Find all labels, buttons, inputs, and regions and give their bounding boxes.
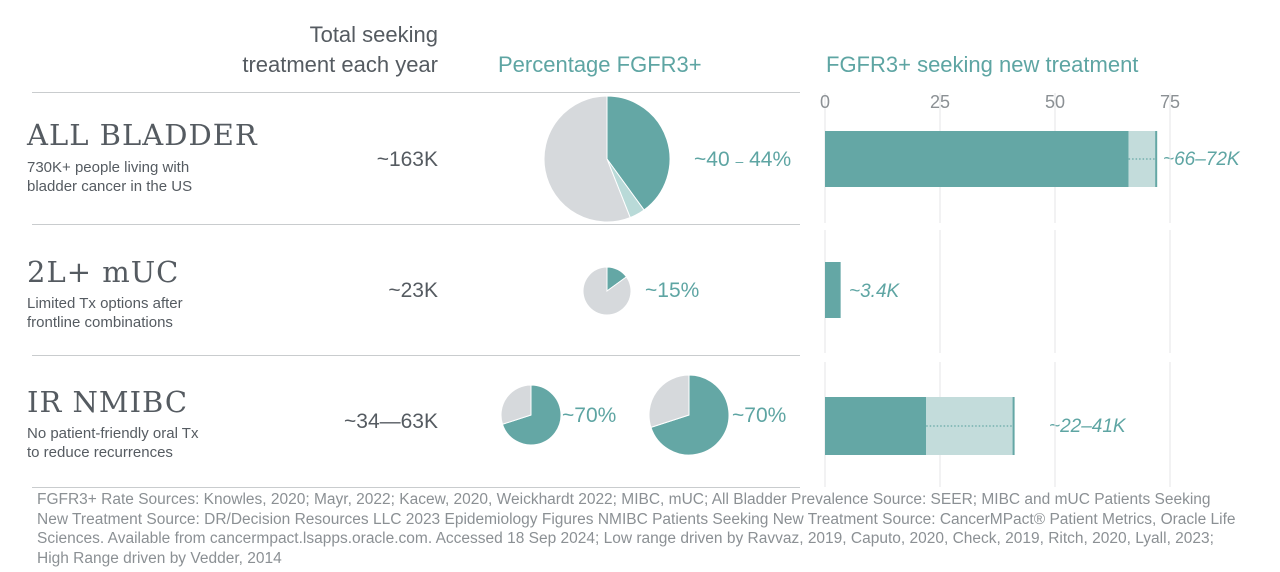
row-subtitle-ir-nmibc: No patient-friendly oral Tx to reduce re…: [27, 424, 247, 462]
pie-slice: [650, 374, 730, 456]
bar-low: [825, 397, 927, 455]
row-separator: [32, 92, 800, 93]
bar-label-ir-nmibc: ~22–41K: [1049, 416, 1126, 437]
header-percentage: Percentage FGFR3+: [498, 52, 702, 77]
pct-label-2l-muc: ~15%: [645, 279, 700, 302]
row-separator: [32, 355, 800, 356]
pie-slice: [501, 384, 562, 446]
row-subtitle-all-bladder: 730K+ people living with bladder cancer …: [27, 158, 247, 196]
subtitle-line: 730K+ people living with: [27, 159, 190, 176]
pct-label-ir-nmibc-low: ~70%: [562, 404, 617, 427]
tick-label: 25: [930, 92, 950, 112]
header-total-line-1: Total seeking: [309, 22, 438, 47]
header-seeking: FGFR3+ seeking new treatment: [826, 52, 1139, 77]
pie-slice: [543, 95, 631, 223]
pct-label-ir-nmibc-high: ~70%: [732, 404, 787, 427]
bar-label-all-bladder: ~66–72K: [1163, 149, 1240, 170]
row-title-2l-muc: 2L+ mUC: [27, 255, 180, 289]
pct-high: 44%: [749, 148, 792, 171]
bar-chart: 0 25 50 75: [820, 92, 1180, 487]
row-total-2l-muc: ~23K: [388, 279, 438, 302]
row-separator: [32, 224, 800, 225]
tick-label: 50: [1045, 92, 1065, 112]
tick-label: 75: [1160, 92, 1180, 112]
pct-low: ~40: [694, 148, 730, 171]
pie-slice: [648, 374, 690, 428]
pct-label-all-bladder: ~40 – 44%: [694, 148, 791, 172]
row-total-ir-nmibc: ~34—63K: [344, 410, 438, 433]
row-title-ir-nmibc: IR NMIBC: [27, 385, 189, 419]
subtitle-line: No patient-friendly oral Tx: [27, 425, 199, 442]
header-total-line-2: treatment each year: [242, 52, 438, 77]
row-title-all-bladder: ALL BLADDER: [27, 118, 258, 152]
row-subtitle-2l-muc: Limited Tx options after frontline combi…: [27, 294, 247, 332]
pie-slice: [500, 384, 532, 425]
subtitle-line: Limited Tx options after: [27, 295, 183, 312]
bar-low: [825, 131, 1129, 187]
pie-slice: [606, 95, 671, 211]
row-total-all-bladder: ~163K: [376, 148, 438, 171]
pct-dash: –: [735, 153, 744, 169]
bar-label-2l-muc: ~3.4K: [849, 281, 900, 302]
footer-sources: FGFR3+ Rate Sources: Knowles, 2020; Mayr…: [37, 491, 1236, 567]
row-separator: [32, 487, 800, 488]
pie-slice: [582, 266, 632, 316]
pie-charts: [500, 95, 730, 456]
bar-low: [825, 262, 841, 318]
subtitle-line: frontline combinations: [27, 314, 173, 331]
header-total-seeking: Total seeking treatment each year: [170, 20, 438, 80]
subtitle-line: bladder cancer in the US: [27, 178, 193, 195]
subtitle-line: to reduce recurrences: [27, 444, 173, 461]
tick-label: 0: [820, 92, 830, 112]
